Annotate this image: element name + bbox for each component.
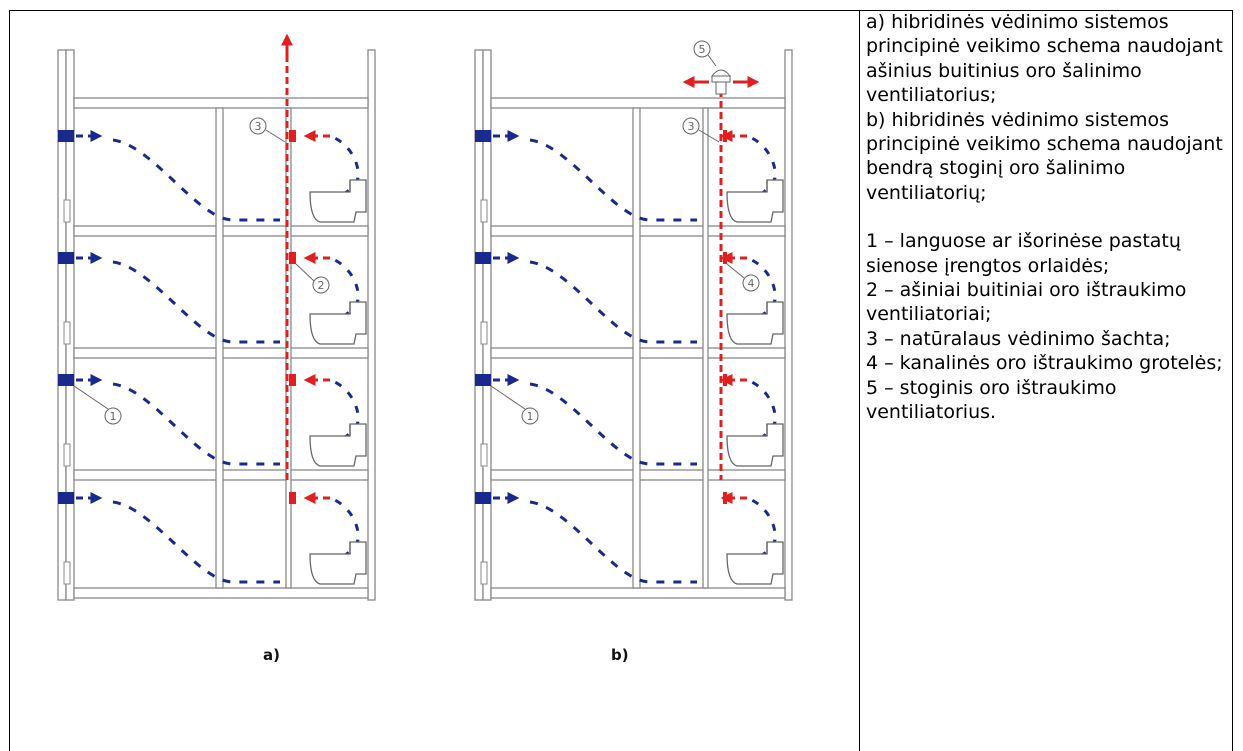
axial-fan-icon xyxy=(289,374,296,386)
legend-item-1: 1 – languose ar išorinėse pastatų sienos… xyxy=(866,230,1181,277)
marker-1-b: 1 xyxy=(527,410,534,423)
spacer xyxy=(866,205,1226,229)
marker-2: 2 xyxy=(318,279,325,292)
grille-icon xyxy=(723,130,727,142)
marker-5: 5 xyxy=(699,43,706,56)
building-a: 3 2 1 xyxy=(58,33,375,600)
caption-b: b) xyxy=(611,646,629,664)
caption-a: a) xyxy=(263,646,280,664)
axial-fan-icon xyxy=(289,252,296,264)
roof-fan-icon xyxy=(710,69,732,95)
marker-4: 4 xyxy=(748,277,755,290)
table-frame xyxy=(9,10,1233,751)
description-a: a) hibridinės vėdinimo sistemos principi… xyxy=(866,11,1223,107)
grille-icon xyxy=(723,374,727,386)
building-b: 5 3 4 1 xyxy=(475,40,792,600)
marker-1: 1 xyxy=(110,410,117,423)
marker-3-b: 3 xyxy=(688,120,695,133)
axial-fan-icon xyxy=(289,492,296,504)
marker-3: 3 xyxy=(255,120,262,133)
grille-icon xyxy=(723,492,727,504)
ventilation-diagrams: 3 2 1 xyxy=(20,22,850,722)
axial-fan-icon xyxy=(289,130,296,142)
description-b: b) hibridinės vėdinimo sistemos principi… xyxy=(866,108,1223,204)
grille-icon xyxy=(723,252,727,264)
legend-item-4: 4 – kanalinės oro ištraukimo grotelės; xyxy=(866,352,1223,375)
legend-item-2: 2 – ašiniai buitiniai oro ištraukimo ven… xyxy=(866,279,1187,326)
description-panel: a) hibridinės vėdinimo sistemos principi… xyxy=(866,10,1226,425)
legend-item-5: 5 – stoginis oro ištraukimo ventiliatori… xyxy=(866,376,1117,424)
column-divider xyxy=(859,10,860,751)
legend-item-3: 3 – natūralaus vėdinimo šachta; xyxy=(866,327,1171,350)
